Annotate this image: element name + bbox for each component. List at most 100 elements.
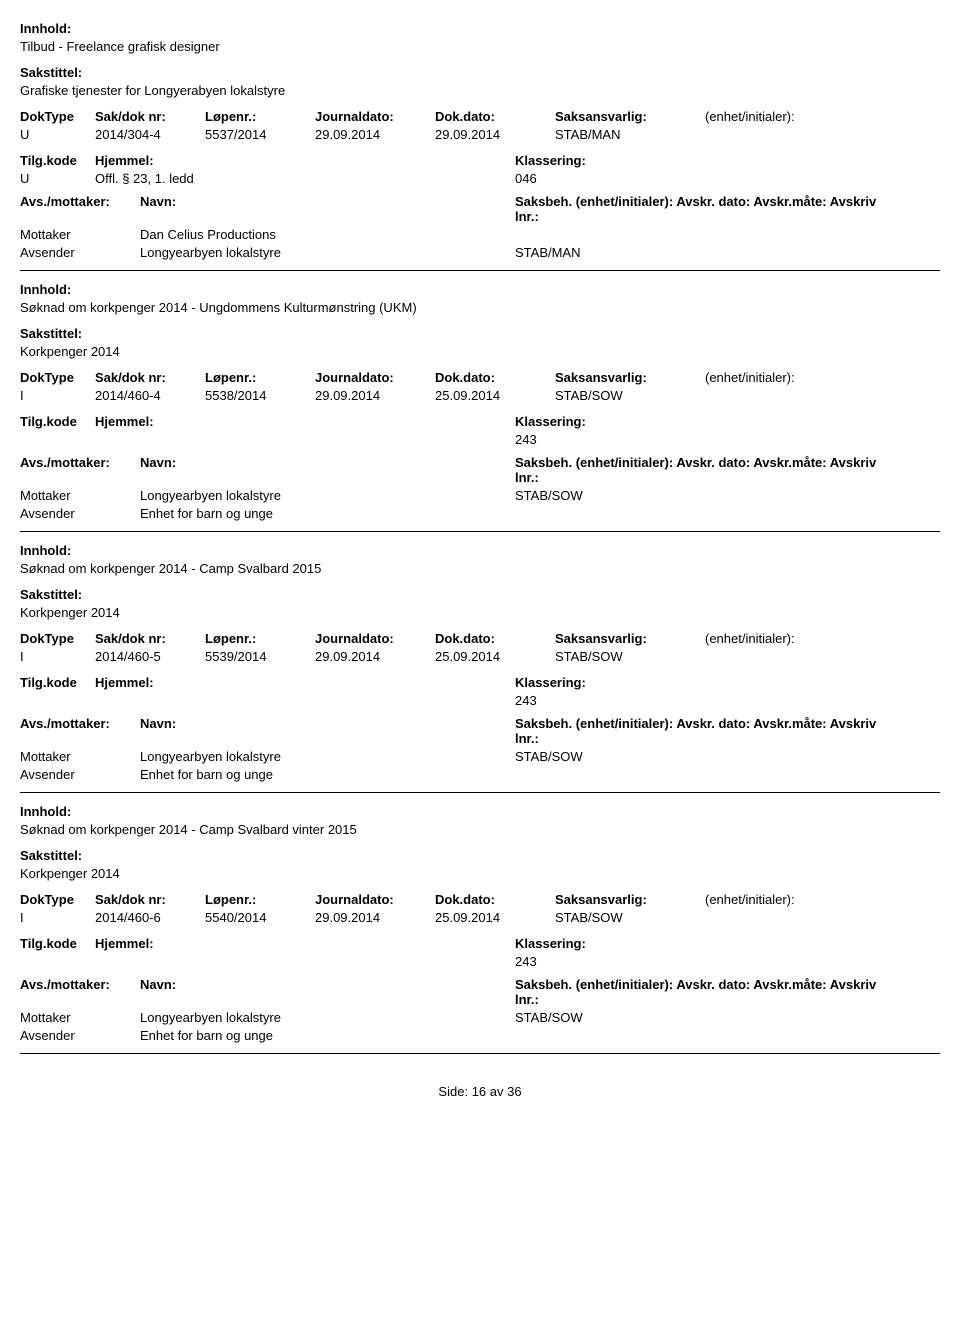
mottaker-saksbeh: STAB/SOW — [515, 749, 895, 764]
journaldato-label: Journaldato: — [315, 370, 435, 385]
tilgkode-value — [20, 693, 95, 708]
hjemmel-value — [95, 954, 515, 969]
mottaker-saksbeh — [515, 227, 895, 242]
sakdok-label: Sak/dok nr: — [95, 109, 205, 124]
innhold-label: Innhold: — [20, 282, 940, 297]
doktype-value: I — [20, 388, 95, 403]
klassering-value: 243 — [515, 954, 895, 969]
mottaker-label: Mottaker — [20, 749, 140, 764]
avsmottaker-label: Avs./mottaker: — [20, 455, 140, 485]
journal-record: Innhold: Søknad om korkpenger 2014 - Cam… — [20, 804, 940, 1054]
lopenr-label: Løpenr.: — [205, 892, 315, 907]
saksansvarlig-label: Saksansvarlig: — [555, 892, 705, 907]
mottaker-navn: Longyearbyen lokalstyre — [140, 488, 515, 503]
hjemmel-value: Offl. § 23, 1. ledd — [95, 171, 515, 186]
sakstittel-label: Sakstittel: — [20, 65, 940, 80]
hjemmel-value — [95, 432, 515, 447]
klassering-value: 243 — [515, 432, 895, 447]
enhet-label: (enhet/initialer): — [705, 892, 885, 907]
innhold-value: Tilbud - Freelance grafisk designer — [20, 39, 940, 54]
tilgkode-label: Tilg.kode — [20, 414, 95, 429]
avsender-label: Avsender — [20, 245, 140, 260]
sakdok-value: 2014/460-5 — [95, 649, 205, 664]
sakdok-value: 2014/460-4 — [95, 388, 205, 403]
navn-label: Navn: — [140, 455, 515, 485]
tilgkode-label: Tilg.kode — [20, 936, 95, 951]
tilgkode-value: U — [20, 171, 95, 186]
avsender-saksbeh — [515, 506, 895, 521]
dokdato-value: 25.09.2014 — [435, 649, 555, 664]
avsender-saksbeh — [515, 1028, 895, 1043]
hjemmel-value — [95, 693, 515, 708]
sakstittel-value: Grafiske tjenester for Longyerabyen loka… — [20, 83, 940, 98]
dokdato-value: 29.09.2014 — [435, 127, 555, 142]
sakdok-label: Sak/dok nr: — [95, 892, 205, 907]
mottaker-label: Mottaker — [20, 1010, 140, 1025]
hjemmel-label: Hjemmel: — [95, 936, 515, 951]
sakstittel-label: Sakstittel: — [20, 848, 940, 863]
journal-record: Innhold: Tilbud - Freelance grafisk desi… — [20, 21, 940, 271]
lopenr-value: 5538/2014 — [205, 388, 315, 403]
mottaker-navn: Dan Celius Productions — [140, 227, 515, 242]
sakstittel-value: Korkpenger 2014 — [20, 344, 940, 359]
mottaker-navn: Longyearbyen lokalstyre — [140, 749, 515, 764]
sakdok-value: 2014/460-6 — [95, 910, 205, 925]
dokdato-value: 25.09.2014 — [435, 388, 555, 403]
tilgkode-value — [20, 432, 95, 447]
saksansvarlig-value: STAB/SOW — [555, 910, 705, 925]
lopenr-value: 5540/2014 — [205, 910, 315, 925]
avsender-label: Avsender — [20, 506, 140, 521]
saksbeh-label: Saksbeh. (enhet/initialer): Avskr. dato:… — [515, 455, 895, 485]
tilgkode-value — [20, 954, 95, 969]
avsmottaker-label: Avs./mottaker: — [20, 716, 140, 746]
hjemmel-label: Hjemmel: — [95, 675, 515, 690]
saksansvarlig-label: Saksansvarlig: — [555, 631, 705, 646]
journaldato-label: Journaldato: — [315, 892, 435, 907]
avsender-label: Avsender — [20, 1028, 140, 1043]
klassering-label: Klassering: — [515, 936, 895, 951]
enhet-label: (enhet/initialer): — [705, 109, 885, 124]
saksansvarlig-label: Saksansvarlig: — [555, 109, 705, 124]
dokdato-label: Dok.dato: — [435, 370, 555, 385]
saksbeh-label: Saksbeh. (enhet/initialer): Avskr. dato:… — [515, 977, 895, 1007]
side-label: Side: — [438, 1084, 468, 1099]
dokdato-value: 25.09.2014 — [435, 910, 555, 925]
avsender-navn: Longyearbyen lokalstyre — [140, 245, 515, 260]
sakdok-value: 2014/304-4 — [95, 127, 205, 142]
enhet-label: (enhet/initialer): — [705, 631, 885, 646]
saksbeh-label: Saksbeh. (enhet/initialer): Avskr. dato:… — [515, 194, 895, 224]
lopenr-value: 5537/2014 — [205, 127, 315, 142]
doktype-label: DokType — [20, 631, 95, 646]
saksansvarlig-value: STAB/SOW — [555, 649, 705, 664]
tilgkode-label: Tilg.kode — [20, 153, 95, 168]
doktype-label: DokType — [20, 109, 95, 124]
journal-record: Innhold: Søknad om korkpenger 2014 - Ung… — [20, 282, 940, 532]
sakdok-label: Sak/dok nr: — [95, 370, 205, 385]
lopenr-label: Løpenr.: — [205, 370, 315, 385]
lopenr-label: Løpenr.: — [205, 631, 315, 646]
klassering-value: 243 — [515, 693, 895, 708]
dokdato-label: Dok.dato: — [435, 109, 555, 124]
journal-record: Innhold: Søknad om korkpenger 2014 - Cam… — [20, 543, 940, 793]
innhold-value: Søknad om korkpenger 2014 - Camp Svalbar… — [20, 822, 940, 837]
journaldato-value: 29.09.2014 — [315, 649, 435, 664]
sakdok-label: Sak/dok nr: — [95, 631, 205, 646]
lopenr-value: 5539/2014 — [205, 649, 315, 664]
journaldato-value: 29.09.2014 — [315, 388, 435, 403]
sakstittel-value: Korkpenger 2014 — [20, 605, 940, 620]
avsmottaker-label: Avs./mottaker: — [20, 194, 140, 224]
doktype-value: I — [20, 649, 95, 664]
enhet-label: (enhet/initialer): — [705, 370, 885, 385]
dokdato-label: Dok.dato: — [435, 631, 555, 646]
tilgkode-label: Tilg.kode — [20, 675, 95, 690]
mottaker-label: Mottaker — [20, 488, 140, 503]
doktype-label: DokType — [20, 892, 95, 907]
hjemmel-label: Hjemmel: — [95, 153, 515, 168]
saksansvarlig-label: Saksansvarlig: — [555, 370, 705, 385]
mottaker-saksbeh: STAB/SOW — [515, 488, 895, 503]
page-footer: Side: 16 av 36 — [20, 1084, 940, 1099]
hjemmel-label: Hjemmel: — [95, 414, 515, 429]
mottaker-label: Mottaker — [20, 227, 140, 242]
innhold-label: Innhold: — [20, 543, 940, 558]
saksansvarlig-value: STAB/SOW — [555, 388, 705, 403]
